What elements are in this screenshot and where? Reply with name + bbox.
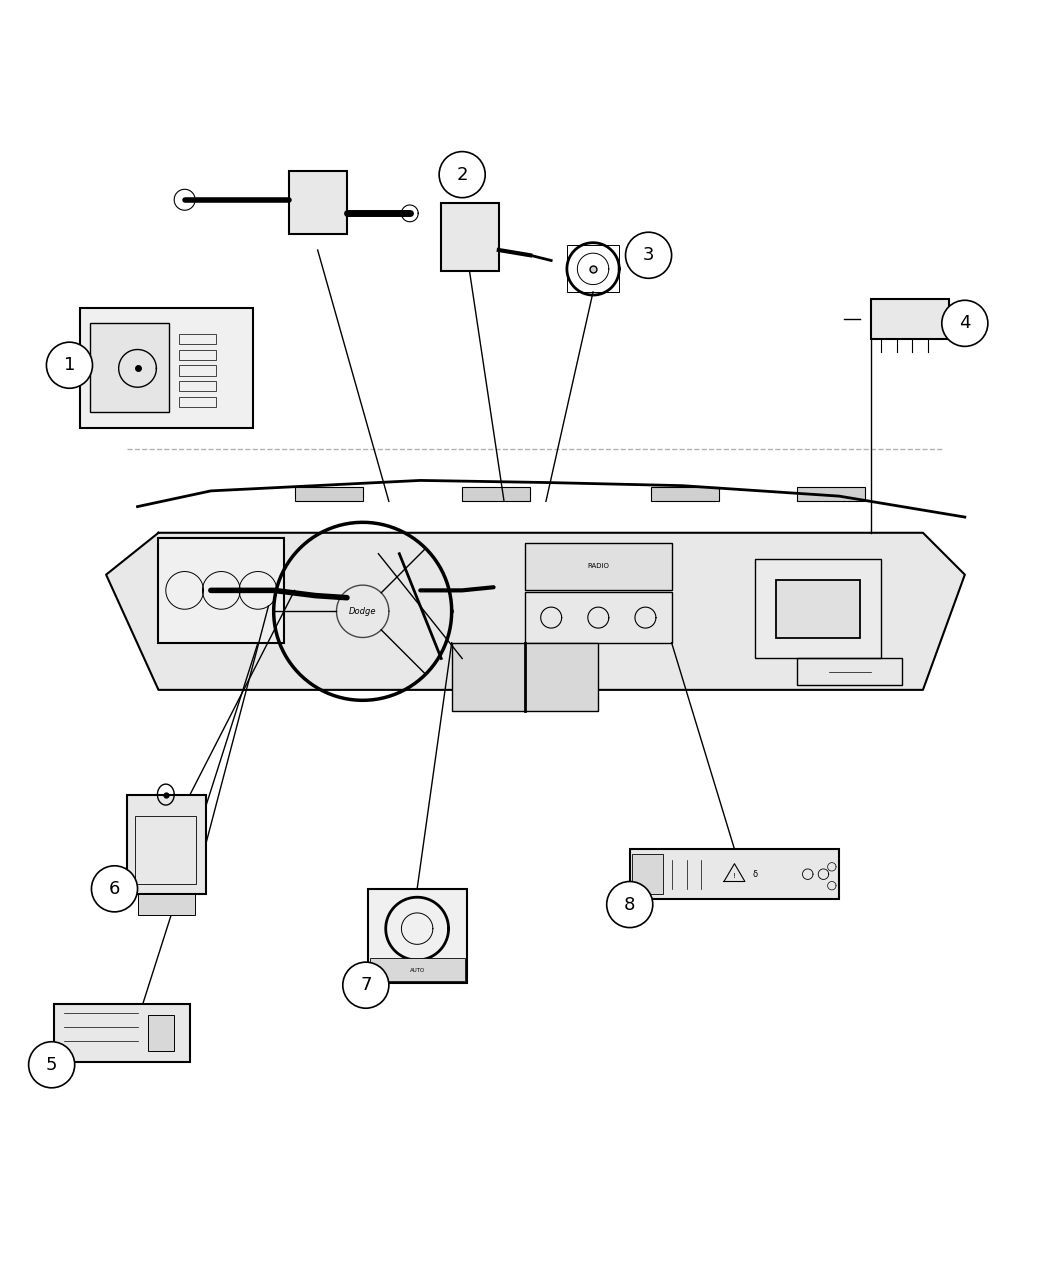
FancyBboxPatch shape	[630, 849, 839, 899]
Text: AUTO: AUTO	[410, 968, 425, 973]
FancyBboxPatch shape	[441, 203, 499, 272]
Text: 8: 8	[624, 895, 635, 914]
Text: 5: 5	[46, 1056, 58, 1074]
Text: 2: 2	[457, 166, 468, 184]
Circle shape	[342, 963, 388, 1009]
Text: RADIO: RADIO	[587, 564, 609, 570]
Circle shape	[91, 866, 138, 912]
FancyBboxPatch shape	[80, 307, 253, 428]
Circle shape	[607, 881, 653, 928]
Circle shape	[46, 342, 92, 389]
Circle shape	[626, 232, 672, 278]
Circle shape	[28, 1042, 75, 1088]
Text: 4: 4	[959, 315, 970, 333]
FancyBboxPatch shape	[525, 593, 672, 643]
FancyBboxPatch shape	[127, 794, 206, 894]
FancyBboxPatch shape	[295, 487, 362, 501]
FancyBboxPatch shape	[452, 643, 598, 710]
FancyBboxPatch shape	[290, 171, 346, 235]
Polygon shape	[106, 533, 965, 690]
Circle shape	[942, 301, 988, 347]
Text: !: !	[733, 873, 736, 880]
FancyBboxPatch shape	[138, 894, 195, 915]
Text: 3: 3	[643, 246, 654, 264]
FancyBboxPatch shape	[90, 324, 169, 412]
FancyBboxPatch shape	[632, 854, 664, 894]
FancyBboxPatch shape	[148, 1015, 174, 1051]
FancyBboxPatch shape	[370, 958, 465, 980]
FancyBboxPatch shape	[368, 889, 467, 983]
Circle shape	[439, 152, 485, 198]
Text: 7: 7	[360, 977, 372, 994]
FancyBboxPatch shape	[776, 580, 860, 638]
FancyBboxPatch shape	[797, 487, 865, 501]
Text: Dodge: Dodge	[349, 607, 377, 616]
FancyBboxPatch shape	[870, 300, 949, 339]
FancyBboxPatch shape	[54, 1003, 190, 1062]
Text: 1: 1	[64, 356, 76, 375]
FancyBboxPatch shape	[159, 538, 285, 643]
FancyBboxPatch shape	[462, 487, 530, 501]
FancyBboxPatch shape	[525, 543, 672, 590]
Text: δ: δ	[753, 870, 758, 878]
FancyBboxPatch shape	[651, 487, 719, 501]
FancyBboxPatch shape	[755, 558, 881, 658]
Text: 6: 6	[109, 880, 120, 898]
